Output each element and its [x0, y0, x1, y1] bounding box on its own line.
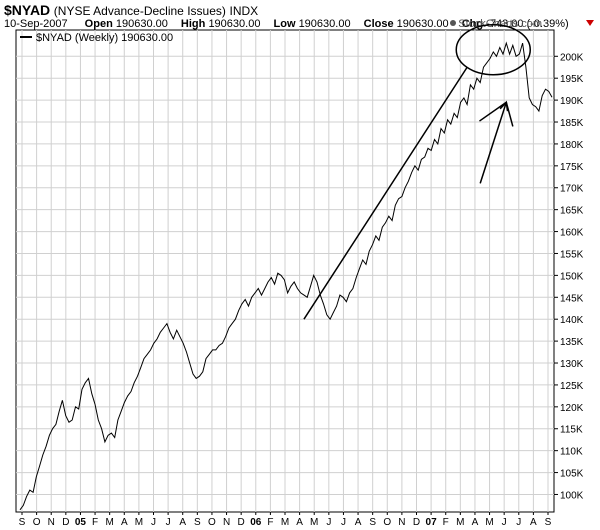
x-tick-label: M [135, 517, 143, 528]
low-label: Low [273, 18, 296, 30]
x-tick-label: O [208, 517, 216, 528]
x-tick-label: J [166, 517, 171, 528]
close-label: Close [363, 18, 394, 30]
x-tick-label: A [179, 517, 186, 528]
y-tick-label: 165K [560, 206, 584, 217]
x-tick-label: N [223, 517, 230, 528]
x-tick-label: O [33, 517, 41, 528]
y-tick-label: 105K [560, 469, 584, 480]
x-tick-label: M [310, 517, 318, 528]
x-tick-label: A [472, 517, 479, 528]
y-tick-label: 195K [560, 74, 584, 85]
y-axis: 100K 105K 110K 115K 120K 125K 130K 135K 140K 145K… [554, 52, 584, 501]
x-tick-label: D [413, 517, 420, 528]
open-value: 190630.00 [115, 18, 168, 30]
x-tick-label: 07 [426, 517, 438, 528]
y-tick-label: 200K [560, 52, 584, 63]
watermark-logo-icon [450, 20, 457, 26]
x-tick-label: A [296, 517, 303, 528]
exchange: INDX [229, 4, 259, 18]
x-tick-label: M [105, 517, 113, 528]
x-tick-label: J [326, 517, 331, 528]
x-axis: S O N D 05 F M A M J J A S O N D 06 F M A M J J A S O N D 07 F M A M J J A S [19, 512, 552, 528]
low-value: 190630.00 [298, 18, 351, 30]
arrow-right-stroke [505, 102, 514, 127]
annotation-ellipse [455, 23, 532, 76]
y-tick-label: 150K [560, 271, 584, 282]
y-tick-label: 110K [560, 447, 583, 458]
legend-label: $NYAD (Weekly) 190630.00 [36, 32, 174, 44]
y-tick-label: 155K [560, 249, 584, 260]
x-tick-label: S [369, 517, 376, 528]
x-tick-label: J [516, 517, 521, 528]
x-tick-label: J [151, 517, 156, 528]
x-tick-label: M [485, 517, 493, 528]
x-tick-label: S [19, 517, 26, 528]
y-tick-label: 145K [560, 293, 584, 304]
y-tick-label: 120K [560, 403, 584, 414]
high-value: 190630.00 [208, 18, 261, 30]
series-line [19, 41, 553, 511]
y-tick-label: 130K [560, 359, 584, 370]
y-tick-label: 160K [560, 228, 584, 239]
grid [16, 30, 554, 512]
y-tick-label: 170K [560, 184, 584, 195]
x-tick-label: J [341, 517, 346, 528]
symbol-description: (NYSE Advance-Decline Issues) [53, 4, 226, 18]
chart-title: $NYAD (NYSE Advance-Decline Issues) INDX [4, 2, 258, 18]
x-tick-label: S [194, 517, 201, 528]
close-value: 190630.00 [396, 18, 449, 30]
y-tick-label: 185K [560, 118, 584, 129]
x-tick-label: S [545, 517, 552, 528]
x-tick-label: 06 [250, 517, 262, 528]
high-label: High [180, 18, 206, 30]
y-tick-label: 140K [560, 315, 584, 326]
x-tick-label: A [121, 517, 128, 528]
y-tick-label: 125K [560, 381, 584, 392]
x-tick-label: O [383, 517, 391, 528]
y-tick-label: 135K [560, 337, 584, 348]
x-tick-label: F [443, 517, 449, 528]
x-tick-label: M [456, 517, 464, 528]
open-label: Open [84, 18, 113, 30]
x-tick-label: F [92, 517, 98, 528]
y-tick-label: 100K [560, 490, 584, 501]
legend: $NYAD (Weekly) 190630.00 [20, 32, 173, 44]
quote-date: 10-Sep-2007 [4, 18, 68, 30]
menu-triangle-icon[interactable] [586, 20, 594, 26]
x-tick-label: D [238, 517, 245, 528]
y-tick-label: 180K [560, 140, 584, 151]
x-tick-label: A [355, 517, 362, 528]
y-tick-label: 115K [560, 425, 583, 436]
trendline [303, 66, 468, 320]
arrow-left-stroke [479, 101, 507, 122]
x-tick-label: J [502, 517, 507, 528]
x-tick-label: D [62, 517, 69, 528]
x-tick-label: N [48, 517, 55, 528]
x-tick-label: M [281, 517, 289, 528]
arrow-up-icon-shaft [479, 102, 508, 184]
y-tick-label: 190K [560, 96, 584, 107]
x-tick-label: 05 [75, 517, 87, 528]
x-tick-label: N [398, 517, 405, 528]
y-tick-label: 175K [560, 162, 584, 173]
symbol: $NYAD [4, 2, 51, 18]
annotations [303, 23, 532, 320]
x-tick-label: F [267, 517, 273, 528]
legend-swatch [20, 36, 32, 38]
x-tick-label: A [530, 517, 537, 528]
